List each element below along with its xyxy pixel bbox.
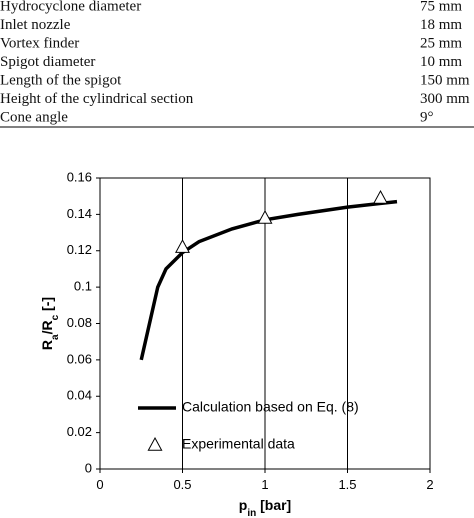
table: Hydrocyclone diameter 75 mm Inlet nozzle 18… (0, 0, 470, 125)
row-label: Hydrocyclone diameter (0, 0, 141, 14)
y-tick-label: 0.08 (67, 315, 92, 330)
row-value: 18 mm (420, 17, 462, 33)
label-part: [-] (39, 297, 55, 315)
label-part: /R (39, 320, 55, 334)
row-label: Height of the cylindrical section (0, 91, 194, 107)
x-tick-label: 1.5 (338, 477, 356, 492)
y-tick-label: 0 (85, 460, 92, 475)
row-value: 10 mm (420, 54, 462, 70)
y-tick-label: 0.12 (67, 242, 92, 257)
y-tick-label: 0.06 (67, 351, 92, 366)
label-part: c (50, 314, 61, 320)
y-tick-label: 0.14 (67, 206, 92, 221)
label-part: a (50, 334, 61, 340)
x-tick-label: 1 (261, 477, 268, 492)
legend-label: Experimental data (182, 436, 295, 452)
legend-swatch (147, 436, 163, 451)
x-tick-label: 2 (426, 477, 433, 492)
y-tick-label: 0.16 (67, 169, 92, 184)
chart: 0 0.5 1 1.5 2 0 0.02 0.04 0.06 0.08 0.1 0.12 0.14 0.1… (39, 169, 434, 518)
x-tick-label: 0.5 (173, 477, 191, 492)
label-part: p (239, 497, 248, 513)
row-label: Spigot diameter (0, 54, 95, 70)
data-line (139, 199, 398, 361)
label-part: [bar] (256, 497, 291, 513)
data-point (257, 209, 273, 224)
row-label: Vortex finder (0, 35, 79, 51)
legend-label: Calculation based on Eq. (8) (182, 399, 359, 415)
row-label: Inlet nozzle (0, 17, 71, 33)
row-value: 75 mm (420, 0, 462, 14)
row-label: Cone angle (0, 109, 68, 125)
row-value: 9° (420, 109, 434, 125)
y-tick-label: 0.1 (74, 279, 92, 294)
x-axis-label: pin [bar] (239, 497, 291, 518)
data-point (373, 189, 388, 204)
label-part: R (39, 340, 55, 350)
y-tick-label: 0.04 (67, 388, 92, 403)
y-tick-label: 0.02 (67, 424, 92, 439)
row-value: 300 mm (420, 91, 470, 107)
row-value: 150 mm (420, 72, 470, 88)
y-axis-label: Ra/Rc [-] (39, 297, 61, 350)
label-part: in (247, 508, 256, 518)
data-point (175, 239, 190, 253)
x-tick-label: 0 (96, 477, 103, 492)
row-label: Length of the spigot (0, 72, 122, 88)
row-value: 25 mm (420, 35, 462, 51)
